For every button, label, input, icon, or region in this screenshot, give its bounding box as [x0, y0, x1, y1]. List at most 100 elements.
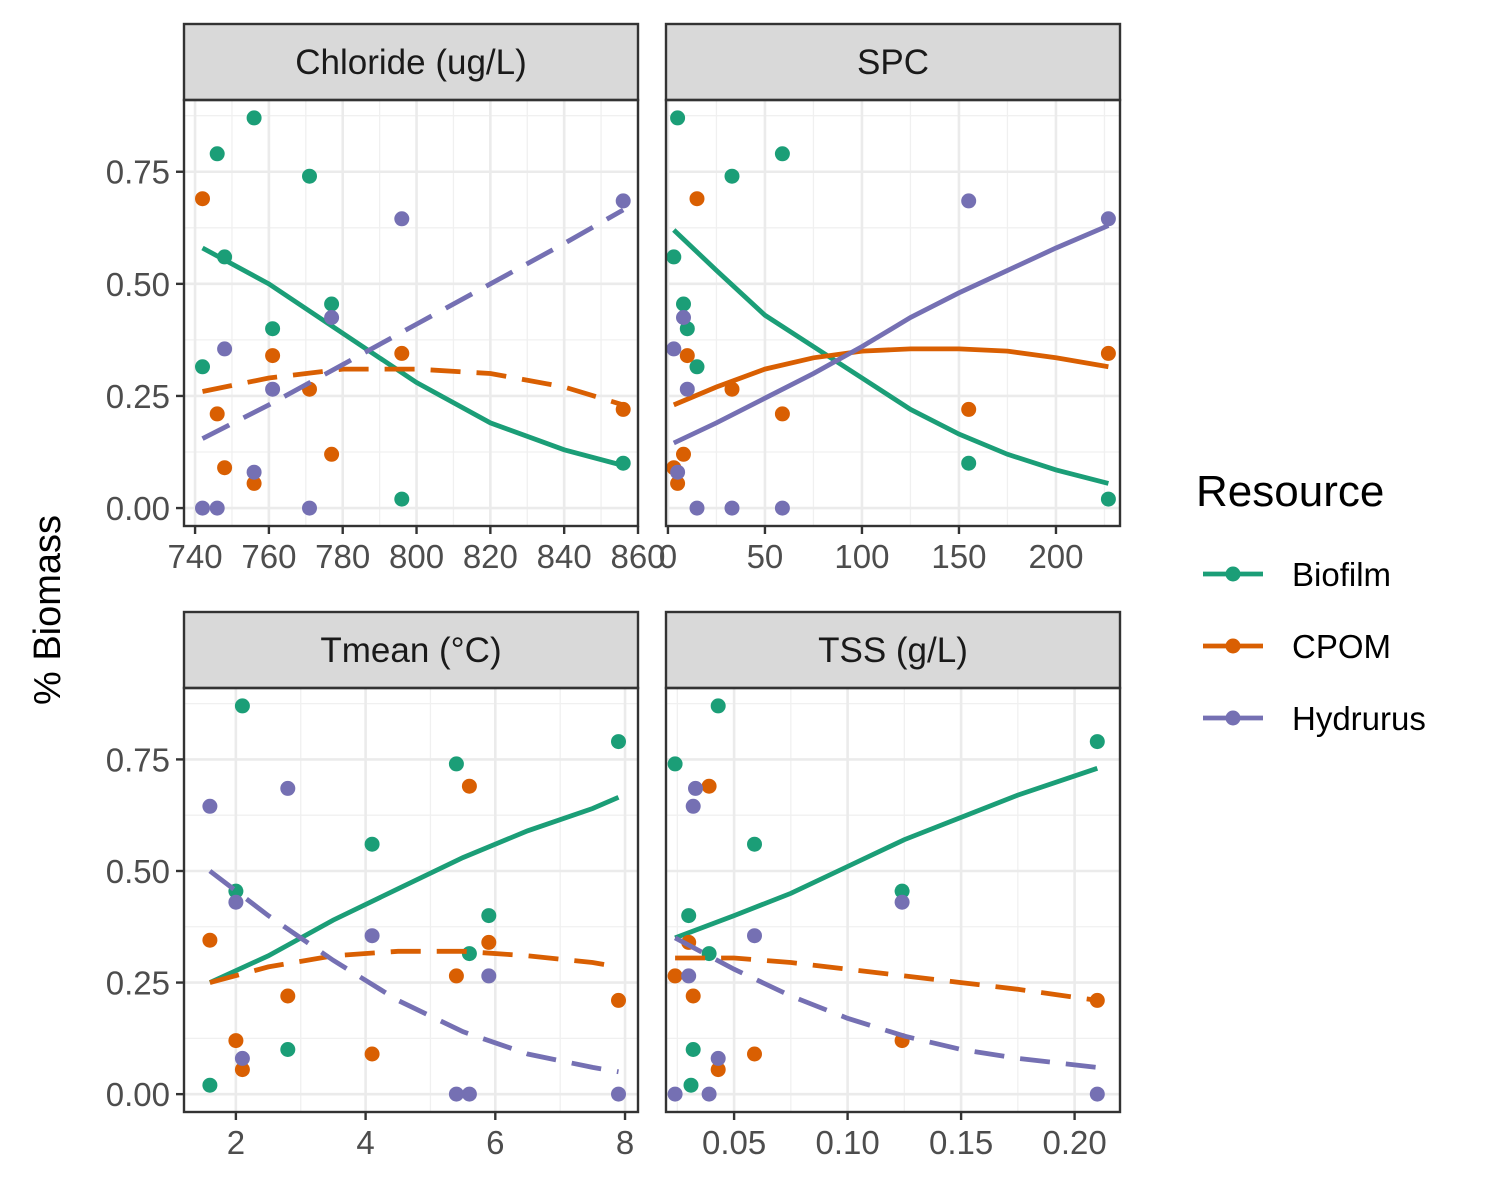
data-point-cpom [324, 446, 340, 462]
panel-tmean-c: Tmean (°C) 2 4 6 8 0.00 0.25 0.50 0.75 [106, 610, 640, 1161]
data-point-cpom [701, 778, 717, 794]
data-point-biofilm [894, 883, 910, 899]
data-point-hydrurus [670, 464, 686, 480]
data-point-hydrurus [217, 341, 233, 357]
data-point-biofilm [611, 734, 626, 750]
panel-title: Chloride (ug/L) [295, 43, 527, 82]
data-point-hydrurus [615, 193, 631, 209]
data-point-hydrurus [676, 310, 691, 325]
data-point-biofilm [1089, 734, 1105, 750]
data-point-biofilm [1100, 491, 1116, 507]
fit-line-cpom [675, 955, 1098, 1003]
y-tick-label: 0.75 [106, 154, 170, 191]
panel-strip [182, 22, 640, 102]
x-tick-label: 840 [537, 538, 592, 575]
data-point-hydrurus [448, 1086, 464, 1102]
data-point-cpom [195, 191, 210, 207]
data-point-cpom [670, 475, 686, 491]
data-point-hydrurus [710, 1050, 726, 1066]
fit-line-hydrurus [208, 869, 619, 1075]
x-tick-label: 2 [227, 1124, 245, 1161]
data-point-cpom [724, 381, 740, 397]
panel-border [664, 98, 1122, 528]
data-point-cpom [676, 446, 691, 462]
data-point-cpom [265, 348, 281, 364]
data-point-hydrurus [666, 341, 682, 357]
data-point-biofilm [689, 359, 705, 375]
y-tick-label: 0.75 [106, 741, 170, 778]
data-point-cpom [234, 1062, 250, 1078]
x-tick-label: 820 [463, 538, 518, 575]
data-point-cpom [685, 988, 701, 1004]
fit-line-cpom [672, 346, 1109, 408]
fit-line-biofilm [208, 795, 620, 985]
data-point-hydrurus [364, 928, 380, 944]
panel-title: TSS (g/L) [818, 631, 968, 670]
data-point-hydrurus [302, 500, 317, 516]
panel-tss-g-l: TSS (g/L) 0.05 0.10 0.15 0.20 [664, 610, 1122, 1161]
data-point-biofilm [724, 168, 740, 184]
legend: Resource Biofilm CPOM Hydrurus [1196, 467, 1426, 737]
data-point-hydrurus [246, 464, 262, 480]
legend-item-biofilm: Biofilm [1203, 556, 1391, 593]
panel-strip [664, 610, 1122, 690]
panel-background [184, 100, 638, 526]
data-point-hydrurus [689, 500, 705, 516]
y-tick-label: 0.25 [106, 378, 170, 415]
data-point-biofilm [394, 491, 410, 507]
data-point-hydrurus [209, 500, 225, 516]
data-point-cpom [448, 968, 464, 984]
series-biofilm [666, 110, 1116, 507]
data-point-cpom [228, 1033, 244, 1049]
data-point-cpom [689, 191, 705, 207]
x-tick-label: 150 [931, 538, 986, 575]
x-tick-label: 0.15 [929, 1124, 993, 1161]
series-cpom [202, 778, 626, 1078]
data-point-biofilm [747, 836, 762, 852]
data-point-biofilm [448, 756, 464, 772]
data-point-cpom [280, 988, 296, 1004]
panel-strip [664, 22, 1122, 102]
data-point-biofilm [701, 946, 717, 962]
data-point-hydrurus [774, 500, 790, 516]
data-point-cpom [1100, 345, 1116, 361]
series-hydrurus [202, 780, 626, 1102]
data-point-hydrurus [747, 928, 762, 944]
legend-label: Biofilm [1292, 556, 1391, 593]
x-tick-label: 200 [1028, 538, 1083, 575]
data-point-biofilm [302, 168, 317, 184]
data-point-biofilm [481, 908, 497, 924]
fit-line-cpom [209, 948, 619, 985]
data-point-biofilm [324, 296, 340, 312]
data-point-hydrurus [280, 780, 296, 796]
data-point-hydrurus [1100, 211, 1116, 227]
data-point-cpom [710, 1062, 726, 1078]
panel-background [184, 688, 638, 1112]
data-point-hydrurus [701, 1086, 717, 1102]
legend-title: Resource [1196, 467, 1384, 516]
x-tick-label: 50 [747, 538, 784, 575]
legend-label: Hydrurus [1292, 700, 1426, 737]
series-cpom [666, 191, 1116, 491]
series-hydrurus [195, 193, 631, 516]
x-tick-label: 740 [168, 538, 223, 575]
data-point-biofilm [280, 1042, 296, 1057]
data-point-cpom [246, 475, 262, 491]
x-tick-label: 800 [389, 538, 444, 575]
panel-background [666, 100, 1120, 526]
x-tick-label: 0 [659, 538, 677, 575]
data-point-cpom [667, 968, 683, 984]
x-tick-label: 4 [356, 1124, 374, 1161]
x-tick-label: 780 [315, 538, 370, 575]
data-point-biofilm [234, 698, 250, 714]
data-point-cpom [774, 406, 790, 422]
data-point-biofilm [246, 110, 262, 126]
data-point-cpom [481, 934, 497, 950]
data-point-cpom [961, 401, 977, 417]
fit-line-biofilm [672, 228, 1109, 486]
data-point-biofilm [774, 146, 790, 162]
series-biofilm [195, 110, 631, 507]
data-point-cpom [364, 1046, 380, 1062]
data-point-hydrurus [234, 1050, 250, 1066]
x-tick-label: 0.20 [1042, 1124, 1106, 1161]
